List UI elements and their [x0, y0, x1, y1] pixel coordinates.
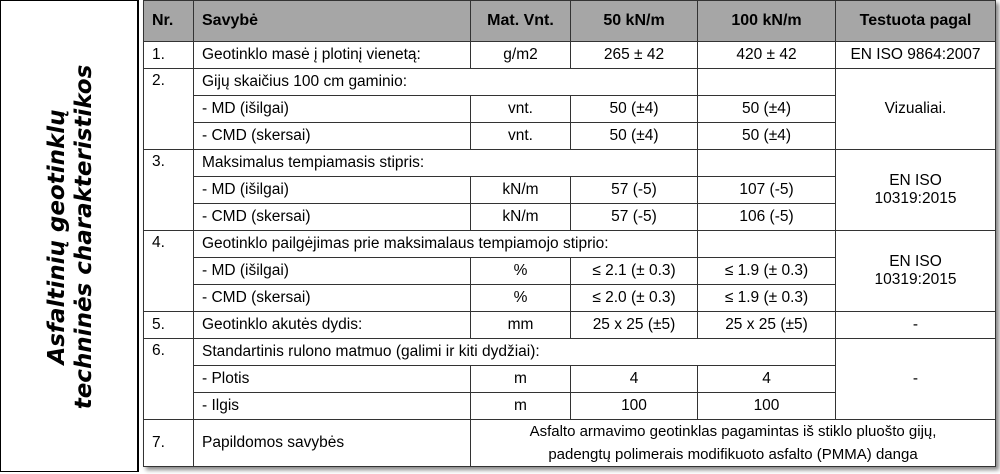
header-tested: Testuota pagal	[835, 0, 996, 42]
row-tested: EN ISO 9864:2007	[835, 41, 996, 69]
row-tested: -	[835, 338, 996, 420]
tested-line-1: EN ISO	[889, 253, 942, 270]
row-value-50: 50 (±4)	[570, 95, 698, 123]
row-label: - Ilgis	[193, 392, 471, 420]
header-50: 50 kN/m	[570, 0, 698, 42]
table-row: 1. Geotinklo masė į plotinį vienetą: g/m…	[143, 41, 996, 69]
table-row: - CMD (skersai) kN/m 57 (-5) 106 (-5)	[144, 203, 996, 231]
specifications-table: Nr. Savybė Mat. Vnt. 50 kN/m 100 kN/m Te…	[143, 0, 996, 467]
row-label: - CMD (skersai)	[193, 122, 471, 150]
empty-cell	[697, 68, 836, 96]
row-value-50: ≤ 2.0 (± 0.3)	[570, 284, 698, 312]
row-nr: 7.	[143, 419, 194, 467]
table-row: 7. Papildomos savybės Asfalto armavimo g…	[143, 419, 996, 467]
row-description: Asfalto armavimo geotinklas pagamintas i…	[470, 419, 996, 467]
row-unit: m	[470, 365, 571, 393]
tested-line-2: 10319:2015	[874, 271, 957, 288]
row-unit: %	[470, 257, 571, 285]
row-nr: 5.	[143, 311, 194, 339]
table-row: - MD (išilgai) vnt. 50 (±4) 50 (±4)	[144, 95, 996, 123]
row-value-100: 50 (±4)	[697, 95, 836, 123]
row-unit: mm	[470, 311, 571, 339]
table-row: - Ilgis m 100 100	[144, 392, 996, 420]
row-label: Papildomos savybės	[193, 419, 471, 467]
table-row: - CMD (skersai) % ≤ 2.0 (± 0.3) ≤ 1.9 (±…	[144, 284, 996, 312]
row-label: - MD (išilgai)	[193, 95, 471, 123]
table-row: - CMD (skersai) vnt. 50 (±4) 50 (±4)	[144, 122, 996, 150]
tested-line-1: EN ISO	[889, 172, 942, 189]
empty-cell	[697, 230, 836, 258]
row-value-100: ≤ 1.9 (± 0.3)	[697, 284, 836, 312]
row-unit: vnt.	[470, 122, 571, 150]
row-nr: 6.	[143, 338, 194, 420]
row-value-50: 57 (-5)	[570, 176, 698, 204]
table-row: - MD (išilgai) % ≤ 2.1 (± 0.3) ≤ 1.9 (± …	[144, 257, 996, 285]
row-value-100: ≤ 1.9 (± 0.3)	[697, 257, 836, 285]
row-nr: 2.	[143, 68, 194, 150]
row-value-100: 50 (±4)	[697, 122, 836, 150]
table-row: 2. Gijų skaičius 100 cm gaminio: Vizuali…	[143, 68, 996, 150]
row-tested: EN ISO 10319:2015	[835, 149, 996, 231]
row-tested: EN ISO 10319:2015	[835, 230, 996, 312]
empty-cell	[697, 149, 836, 177]
row-nr: 4.	[143, 230, 194, 312]
side-title-line-1: Asfaltinių geotinklų	[44, 109, 70, 365]
row-value-100: 100	[697, 392, 836, 420]
row-value-100: 4	[697, 365, 836, 393]
row-label: - CMD (skersai)	[193, 284, 471, 312]
row-value-50: 100	[570, 392, 698, 420]
row-unit: g/m2	[470, 41, 571, 69]
tested-line-2: 10319:2015	[874, 190, 957, 207]
row-label: Maksimalus tempiamasis stipris:	[193, 149, 698, 177]
row-value-50: 25 x 25 (±5)	[570, 311, 698, 339]
row-value-100: 25 x 25 (±5)	[697, 311, 836, 339]
side-title-line-2: techninės charakteristikos	[71, 64, 97, 410]
table-row: 4. Geotinklo pailgėjimas prie maksimalau…	[143, 230, 996, 312]
row-value-100: 420 ± 42	[697, 41, 836, 69]
row-unit: vnt.	[470, 95, 571, 123]
row-label: Geotinklo akutės dydis:	[193, 311, 471, 339]
header-nr: Nr.	[143, 0, 194, 42]
description-line-1: Asfalto armavimo geotinklas pagamintas i…	[529, 423, 937, 440]
table-row: 5. Geotinklo akutės dydis: mm 25 x 25 (±…	[143, 311, 996, 339]
description-line-2: padengtų polimerais modifikuoto asfalto …	[548, 446, 918, 463]
header-100: 100 kN/m	[697, 0, 836, 42]
table-row: 6. Standartinis rulono matmuo (galimi ir…	[143, 338, 996, 420]
table-row: 3. Maksimalus tempiamasis stipris: EN IS…	[143, 149, 996, 231]
header-unit: Mat. Vnt.	[470, 0, 571, 42]
table-row: - MD (išilgai) kN/m 57 (-5) 107 (-5)	[144, 176, 996, 204]
row-tested: -	[835, 311, 996, 339]
side-title-panel: Asfaltinių geotinklų techninės charakter…	[0, 0, 139, 472]
row-tested: Vizualiai.	[835, 68, 996, 150]
header-row: Nr. Savybė Mat. Vnt. 50 kN/m 100 kN/m Te…	[143, 0, 996, 42]
row-value-100: 107 (-5)	[697, 176, 836, 204]
row-label: - Plotis	[193, 365, 471, 393]
row-label: Geotinklo pailgėjimas prie maksimalaus t…	[193, 230, 698, 258]
row-value-50: ≤ 2.1 (± 0.3)	[570, 257, 698, 285]
side-title: Asfaltinių geotinklų techninės charakter…	[44, 65, 98, 410]
row-value-100: 106 (-5)	[697, 203, 836, 231]
row-label: Gijų skaičius 100 cm gaminio:	[193, 68, 698, 96]
row-label: Standartinis rulono matmuo (galimi ir ki…	[193, 338, 836, 366]
row-nr: 1.	[143, 41, 194, 69]
row-label: - CMD (skersai)	[193, 203, 471, 231]
row-label: Geotinklo masė į plotinį vienetą:	[193, 41, 471, 69]
row-label: - MD (išilgai)	[193, 176, 471, 204]
row-value-50: 4	[570, 365, 698, 393]
row-value-50: 50 (±4)	[570, 122, 698, 150]
row-value-50: 57 (-5)	[570, 203, 698, 231]
row-value-50: 265 ± 42	[570, 41, 698, 69]
row-unit: m	[470, 392, 571, 420]
row-unit: kN/m	[470, 176, 571, 204]
row-unit: kN/m	[470, 203, 571, 231]
row-label: - MD (išilgai)	[193, 257, 471, 285]
row-unit: %	[470, 284, 571, 312]
header-property: Savybė	[193, 0, 471, 42]
row-nr: 3.	[143, 149, 194, 231]
